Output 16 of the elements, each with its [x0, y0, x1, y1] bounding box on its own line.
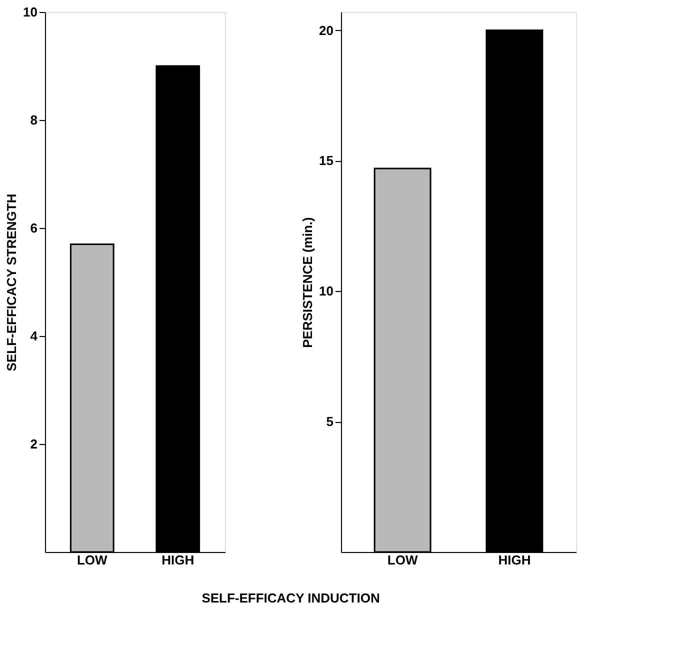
y-tick-label: 10: [23, 4, 38, 20]
y-tick-label: 15: [319, 153, 334, 168]
y-tick-label: 5: [326, 414, 334, 430]
y-axis-title: PERSISTENCE (min.): [300, 217, 316, 348]
x-tick-label: LOW: [76, 552, 108, 568]
x-tick-label: HIGH: [498, 552, 531, 568]
y-tick-label: 10: [319, 284, 334, 299]
x-tick-label: HIGH: [162, 552, 194, 568]
y-tick-label: 2: [30, 436, 38, 452]
y-tick-label: 20: [319, 22, 334, 38]
y-tick-label: 4: [30, 328, 38, 344]
y-tick-label: 6: [30, 220, 38, 236]
x-axis-title: SELF-EFFICACY INDUCTION: [202, 590, 380, 606]
x-tick-label: LOW: [387, 552, 418, 568]
y-tick-label: 8: [30, 112, 38, 128]
y-axis-title: SELF-EFFICACY STRENGTH: [4, 194, 20, 372]
